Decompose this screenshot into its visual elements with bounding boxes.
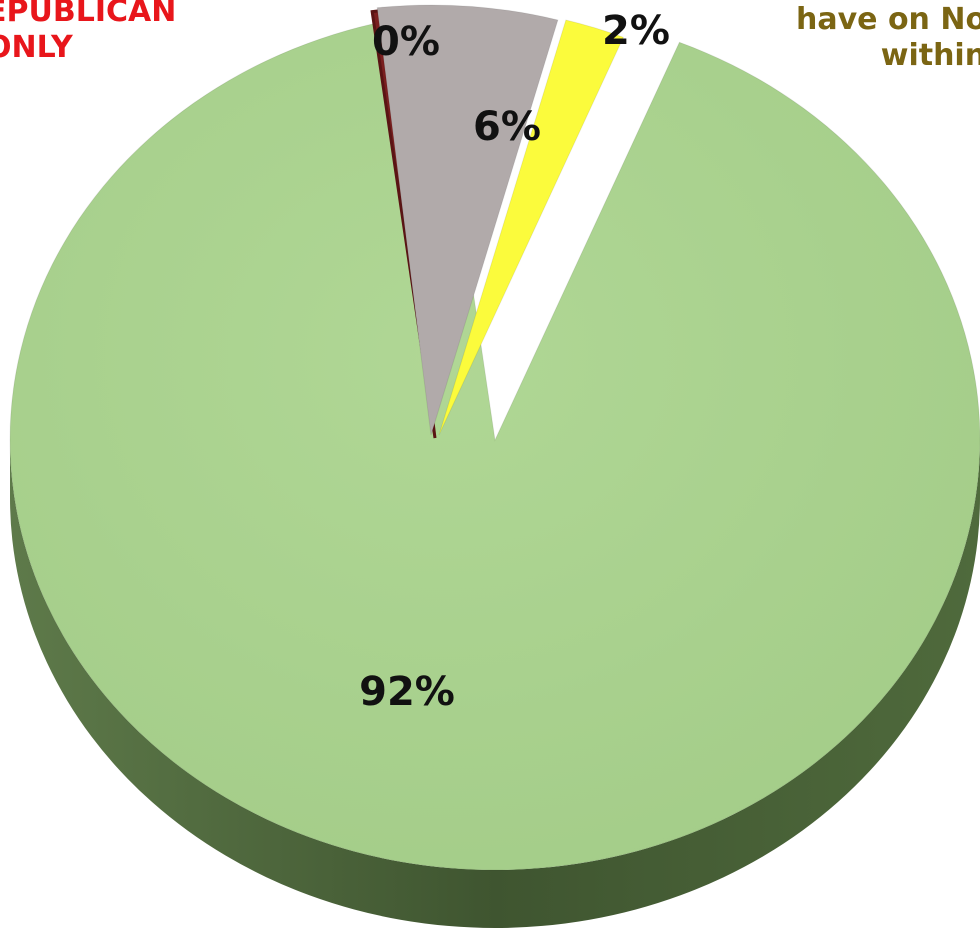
header-right: have on No within [796, 2, 980, 74]
slice-92 [9, 13, 980, 871]
slice-6-label: 6% [473, 104, 541, 150]
slice-92-label: 92% [359, 669, 455, 715]
header-left-line-1: EPUBLICAN [0, 0, 177, 29]
pie-labels: 92% 0% 6% 2% [359, 8, 670, 715]
slice-2 [438, 19, 625, 436]
header-left-line-2: ONLY [0, 30, 73, 65]
slice-2-label: 2% [602, 8, 670, 54]
header-right-line-2: within [880, 38, 980, 73]
header-left: EPUBLICAN ONLY [0, 0, 176, 66]
slice-6 [376, 4, 559, 436]
slice-0-label: 0% [372, 19, 440, 65]
header-right-line-1: have on No [796, 2, 980, 37]
pie-slices [9, 4, 980, 871]
